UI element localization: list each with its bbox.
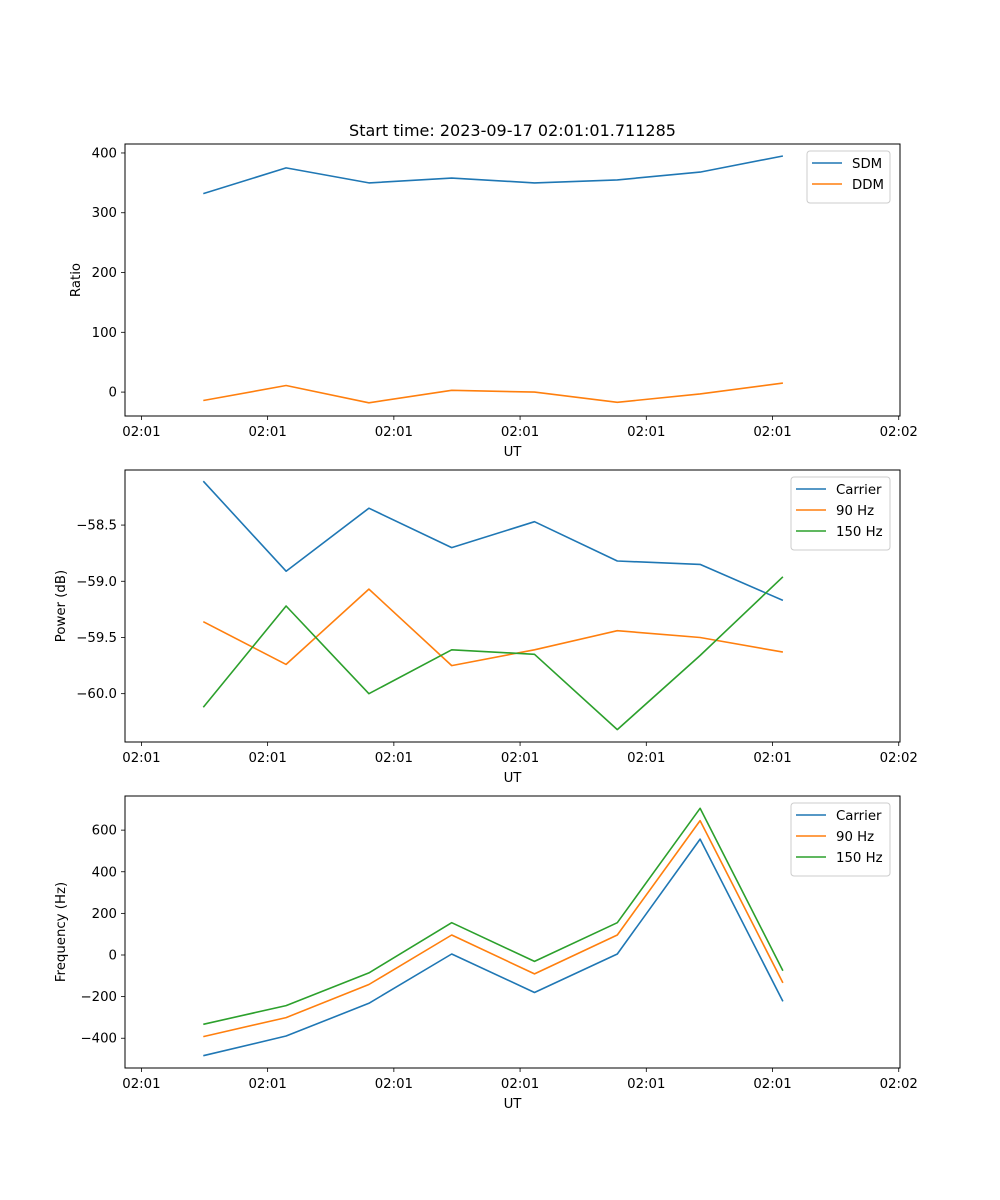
y-tick-label: 300 bbox=[92, 206, 117, 221]
y-tick-label: 400 bbox=[92, 865, 117, 880]
legend-label: 150 Hz bbox=[836, 851, 883, 866]
y-tick-label: 400 bbox=[92, 146, 117, 161]
x-tick-label: 02:01 bbox=[753, 751, 791, 766]
x-tick-label: 02:01 bbox=[753, 1077, 791, 1092]
series-line-150-hz bbox=[203, 807, 784, 1026]
legend-label: SDM bbox=[852, 157, 882, 172]
legend-label: 150 Hz bbox=[836, 525, 883, 540]
legend-label: Carrier bbox=[836, 809, 882, 824]
y-tick-label: −59.0 bbox=[76, 575, 117, 590]
legend-box bbox=[806, 150, 891, 204]
y-axis-label: Ratio bbox=[69, 263, 84, 297]
series-line-sdm bbox=[203, 155, 784, 195]
y-axis-label: Power (dB) bbox=[54, 570, 69, 642]
y-tick-label: −59.5 bbox=[76, 631, 117, 646]
x-axis-label: UT bbox=[504, 771, 523, 786]
series-line-carrier bbox=[203, 838, 784, 1057]
y-tick-label: 0 bbox=[109, 948, 117, 963]
series-line-90-hz bbox=[202, 588, 784, 667]
x-tick-label: 02:01 bbox=[627, 751, 665, 766]
x-tick-label: 02:01 bbox=[122, 751, 160, 766]
x-tick-label: 02:02 bbox=[880, 1077, 918, 1092]
legend: SDM DDM bbox=[806, 150, 891, 204]
x-tick-label: 02:01 bbox=[122, 425, 160, 440]
y-tick-label: 200 bbox=[92, 266, 117, 281]
x-tick-label: 02:01 bbox=[248, 1077, 286, 1092]
x-tick-label: 02:01 bbox=[753, 425, 791, 440]
y-tick-label: 0 bbox=[109, 386, 117, 401]
legend: Carrier 90 Hz 150 Hz bbox=[790, 476, 891, 551]
y-tick-label: −58.5 bbox=[76, 519, 117, 534]
y-tick-label: 200 bbox=[92, 907, 117, 922]
x-tick-label: 02:01 bbox=[375, 1077, 413, 1092]
x-tick-label: 02:01 bbox=[375, 751, 413, 766]
x-tick-label: 02:01 bbox=[627, 425, 665, 440]
x-tick-label: 02:01 bbox=[501, 1077, 539, 1092]
legend-label: Carrier bbox=[836, 483, 882, 498]
series-line-90-hz bbox=[203, 819, 784, 1038]
legend: Carrier 90 Hz 150 Hz bbox=[790, 802, 891, 877]
axes-frame bbox=[124, 143, 901, 417]
y-tick-label: 100 bbox=[92, 326, 117, 341]
y-tick-label: −400 bbox=[80, 1032, 117, 1047]
y-axis-label: Frequency (Hz) bbox=[54, 882, 69, 982]
x-tick-label: 02:02 bbox=[880, 751, 918, 766]
x-tick-label: 02:01 bbox=[501, 751, 539, 766]
y-tick-label: −200 bbox=[80, 990, 117, 1005]
subplot-3: 02:01 02:01 02:01 02:01 02:01 02:01 02:02 600 40… bbox=[54, 795, 918, 1112]
x-tick-label: 02:01 bbox=[248, 425, 286, 440]
legend-label: 90 Hz bbox=[836, 504, 874, 519]
series-line-carrier bbox=[202, 480, 784, 602]
series-line-150-hz bbox=[202, 576, 784, 731]
x-axis-label: UT bbox=[504, 445, 523, 460]
axes-frame bbox=[124, 795, 901, 1069]
x-tick-label: 02:02 bbox=[880, 425, 918, 440]
x-tick-label: 02:01 bbox=[501, 425, 539, 440]
legend-label: 90 Hz bbox=[836, 830, 874, 845]
x-tick-label: 02:01 bbox=[375, 425, 413, 440]
x-axis-label: UT bbox=[504, 1097, 523, 1112]
series-line-ddm bbox=[203, 382, 784, 404]
subplot-2: 02:01 02:01 02:01 02:01 02:01 02:01 02:02 −58.5… bbox=[54, 469, 918, 786]
x-tick-label: 02:01 bbox=[122, 1077, 160, 1092]
y-tick-label: −60.0 bbox=[76, 687, 117, 702]
legend-label: DDM bbox=[852, 178, 884, 193]
x-tick-label: 02:01 bbox=[627, 1077, 665, 1092]
x-tick-label: 02:01 bbox=[248, 751, 286, 766]
axes-frame bbox=[124, 469, 901, 743]
chart-title: Start time: 2023-09-17 02:01:01.711285 bbox=[349, 121, 676, 140]
subplot-1: 02:01 02:01 02:01 02:01 02:01 02:01 02:02 0 100 2… bbox=[69, 143, 918, 460]
y-tick-label: 600 bbox=[92, 824, 117, 839]
